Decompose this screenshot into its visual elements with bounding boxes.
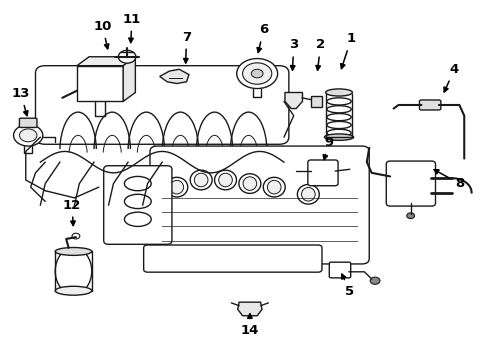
- Text: 9: 9: [323, 136, 333, 159]
- Polygon shape: [285, 93, 302, 109]
- Ellipse shape: [55, 248, 92, 255]
- Ellipse shape: [301, 188, 315, 201]
- Circle shape: [14, 125, 43, 146]
- Ellipse shape: [55, 248, 92, 294]
- Text: 8: 8: [434, 170, 464, 190]
- Ellipse shape: [124, 212, 151, 226]
- Text: 1: 1: [341, 32, 356, 68]
- Ellipse shape: [263, 177, 285, 197]
- FancyBboxPatch shape: [419, 100, 441, 110]
- Ellipse shape: [324, 134, 354, 140]
- Text: 6: 6: [257, 23, 268, 53]
- Ellipse shape: [124, 194, 151, 208]
- Text: 11: 11: [123, 13, 141, 42]
- FancyBboxPatch shape: [329, 262, 351, 278]
- Circle shape: [407, 213, 415, 219]
- Circle shape: [243, 63, 272, 84]
- Polygon shape: [123, 57, 135, 102]
- Circle shape: [20, 129, 37, 142]
- Text: 10: 10: [94, 20, 112, 49]
- Ellipse shape: [215, 170, 237, 190]
- Ellipse shape: [170, 180, 184, 194]
- Polygon shape: [77, 57, 135, 66]
- FancyBboxPatch shape: [386, 161, 436, 206]
- Ellipse shape: [166, 177, 188, 197]
- FancyBboxPatch shape: [308, 160, 338, 186]
- Polygon shape: [311, 96, 322, 107]
- Text: 3: 3: [289, 39, 298, 70]
- Ellipse shape: [326, 89, 352, 96]
- FancyBboxPatch shape: [35, 66, 289, 144]
- Ellipse shape: [195, 173, 208, 187]
- FancyBboxPatch shape: [150, 146, 369, 264]
- Text: 12: 12: [63, 198, 81, 225]
- Circle shape: [237, 59, 278, 89]
- Ellipse shape: [124, 176, 151, 191]
- Text: 14: 14: [241, 314, 259, 337]
- Circle shape: [72, 233, 80, 239]
- Circle shape: [118, 50, 136, 63]
- Ellipse shape: [297, 184, 319, 204]
- Text: 5: 5: [342, 274, 354, 298]
- FancyBboxPatch shape: [144, 245, 322, 272]
- Text: 7: 7: [182, 31, 191, 63]
- Ellipse shape: [219, 173, 232, 187]
- Polygon shape: [160, 69, 189, 84]
- Polygon shape: [238, 302, 262, 316]
- Ellipse shape: [243, 177, 257, 190]
- Circle shape: [370, 277, 380, 284]
- Ellipse shape: [239, 174, 261, 193]
- Ellipse shape: [268, 180, 281, 194]
- Text: 13: 13: [12, 87, 30, 116]
- FancyBboxPatch shape: [20, 118, 37, 127]
- Text: 2: 2: [316, 39, 325, 70]
- Text: 4: 4: [444, 63, 459, 92]
- Circle shape: [251, 69, 263, 78]
- Polygon shape: [77, 66, 123, 102]
- Ellipse shape: [55, 286, 92, 295]
- Ellipse shape: [190, 170, 212, 190]
- FancyBboxPatch shape: [104, 166, 172, 244]
